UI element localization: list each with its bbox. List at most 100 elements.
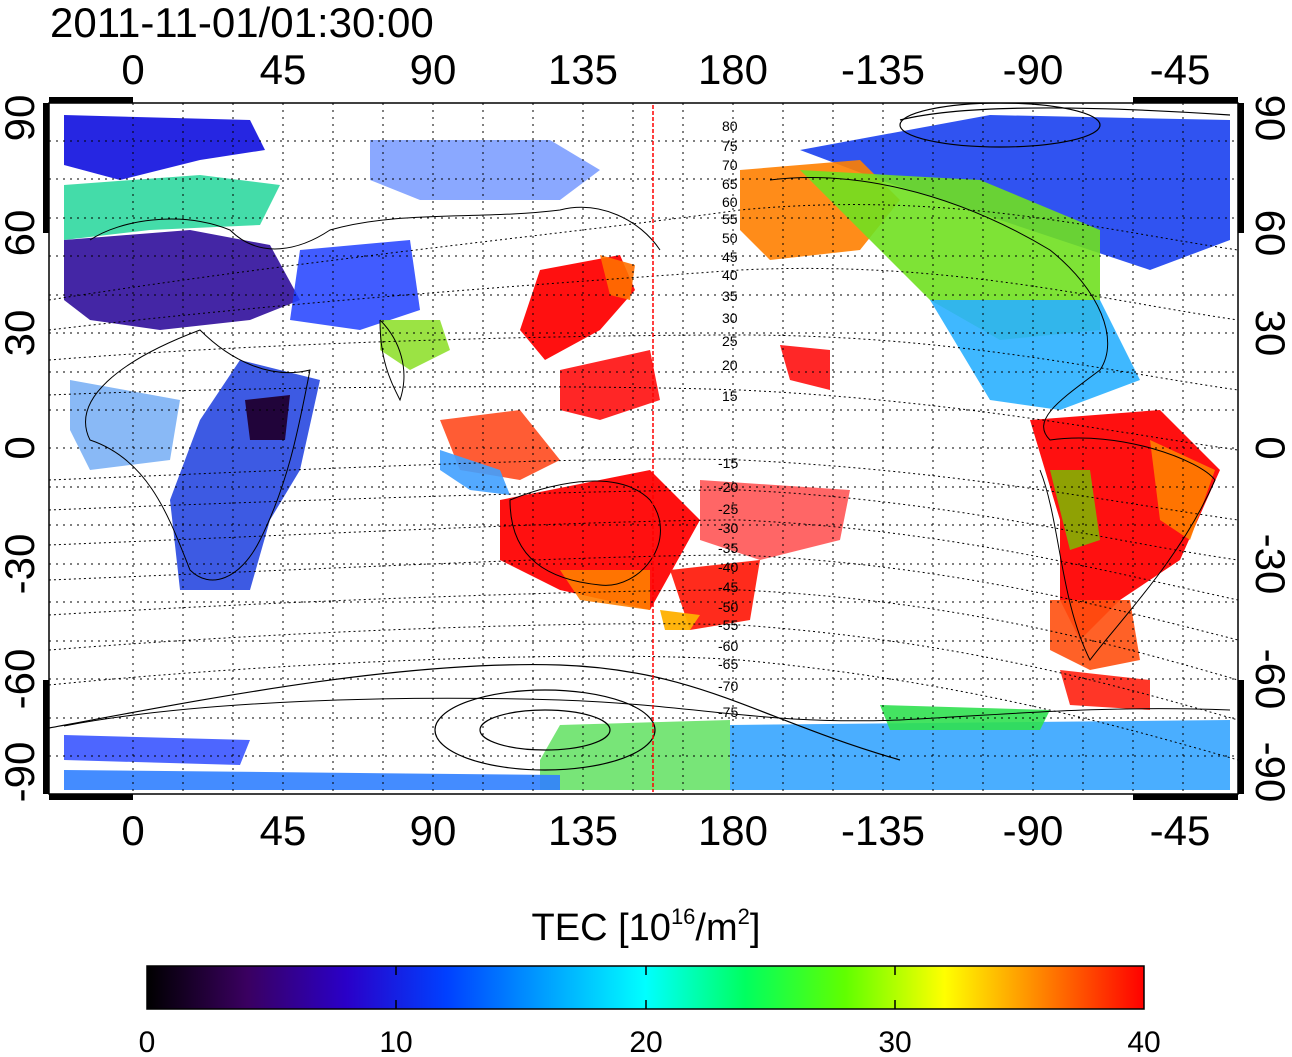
tec-region-nz-edge bbox=[660, 610, 700, 630]
top-tick-labels: 0 45 90 135 180 -135 -90 -45 bbox=[121, 46, 1210, 93]
contour-label: 70 bbox=[722, 157, 738, 173]
left-tick-label: -60 bbox=[0, 649, 43, 710]
tec-region-patagonia bbox=[1050, 600, 1140, 670]
coastlines bbox=[63, 177, 1231, 727]
right-tick-label: 90 bbox=[1247, 95, 1292, 142]
contour-label: 55 bbox=[722, 211, 738, 227]
bottom-tick-label: 135 bbox=[548, 807, 618, 854]
contour-label: -25 bbox=[718, 501, 738, 517]
left-tick-label: -90 bbox=[0, 742, 43, 803]
colorbar: 0 10 20 30 40 bbox=[139, 965, 1161, 1057]
bottom-tick-label: 180 bbox=[698, 807, 768, 854]
bottom-tick-label: 90 bbox=[410, 807, 457, 854]
contour-label: -55 bbox=[718, 617, 738, 633]
right-tick-label: -30 bbox=[1247, 534, 1292, 595]
bottom-tick-label: -45 bbox=[1150, 807, 1211, 854]
tec-region-india bbox=[380, 320, 450, 370]
tec-region-canada-band bbox=[800, 170, 1100, 340]
contour-label: -45 bbox=[718, 579, 738, 595]
contour-label: 35 bbox=[722, 288, 738, 304]
right-tick-label: -90 bbox=[1247, 742, 1292, 803]
contour-label: 30 bbox=[722, 310, 738, 326]
left-tick-label: 90 bbox=[0, 95, 43, 142]
tec-region-japan bbox=[520, 255, 635, 360]
bottom-tick-label: -90 bbox=[1003, 807, 1064, 854]
tec-data-layer bbox=[64, 115, 1230, 790]
top-tick-label: 180 bbox=[698, 46, 768, 93]
contour-label: -50 bbox=[718, 599, 738, 615]
colorbar-tick-label: 0 bbox=[139, 1026, 156, 1057]
tec-region-indonesia bbox=[440, 450, 510, 495]
colorbar-tick-label: 10 bbox=[379, 1026, 412, 1057]
right-tick-label: 60 bbox=[1247, 210, 1292, 257]
contour-label: -40 bbox=[718, 559, 738, 575]
contour-label: 75 bbox=[722, 138, 738, 154]
left-tick-label: 0 bbox=[0, 436, 43, 459]
colorbar-title-exponent-2: 2 bbox=[737, 904, 750, 929]
bottom-tick-labels: 0 45 90 135 180 -135 -90 -45 bbox=[121, 807, 1210, 854]
contour-label: -65 bbox=[718, 656, 738, 672]
tec-region-new-zealand bbox=[670, 560, 760, 630]
top-tick-label: 90 bbox=[410, 46, 457, 93]
tec-region-asia-north bbox=[370, 140, 600, 200]
contour-label: -70 bbox=[718, 678, 738, 694]
tec-region-africa-dark bbox=[245, 395, 290, 440]
right-tick-label: 0 bbox=[1247, 436, 1292, 459]
colorbar-title-exponent-1: 16 bbox=[670, 904, 696, 929]
tec-region-mideast bbox=[290, 240, 420, 330]
top-tick-label: 0 bbox=[121, 46, 144, 93]
tec-region-north-eurasia-band bbox=[64, 175, 280, 240]
tec-region-antarctic-green bbox=[880, 705, 1050, 730]
tec-region-pacific-nw bbox=[560, 350, 660, 420]
contour-label: -30 bbox=[718, 520, 738, 536]
contour-label: 65 bbox=[722, 176, 738, 192]
right-tick-label: 30 bbox=[1247, 310, 1292, 357]
colorbar-tick-label: 20 bbox=[629, 1026, 662, 1057]
tec-region-mexico bbox=[780, 345, 830, 390]
tec-region-antarctic-edge bbox=[64, 735, 250, 765]
colorbar-tick-label: 40 bbox=[1127, 1026, 1160, 1057]
axis-bars bbox=[43, 97, 1244, 800]
contour-label: -35 bbox=[718, 540, 738, 556]
contour-label: -60 bbox=[718, 638, 738, 654]
colorbar-title-mid: /m bbox=[695, 907, 738, 949]
top-tick-label: -90 bbox=[1003, 46, 1064, 93]
left-tick-label: 60 bbox=[0, 210, 43, 257]
tec-region-antarctica-east bbox=[730, 720, 1230, 790]
tec-region-antarctic-base bbox=[64, 770, 560, 790]
top-tick-label: 135 bbox=[548, 46, 618, 93]
tec-region-andes bbox=[1050, 470, 1100, 550]
right-tick-label: -60 bbox=[1247, 649, 1292, 710]
contour-label: 40 bbox=[722, 267, 738, 283]
graticule bbox=[49, 103, 1238, 794]
colorbar-ticks bbox=[395, 966, 896, 1009]
colorbar-tick-labels: 0 10 20 30 40 bbox=[139, 1026, 1161, 1057]
colorbar-title: TEC [1016/m2] bbox=[0, 906, 1292, 950]
left-tick-labels: 90 60 30 0 -30 -60 -90 bbox=[0, 95, 43, 803]
contour-label: -75 bbox=[718, 704, 738, 720]
bottom-tick-label: -135 bbox=[841, 807, 925, 854]
tec-region-north-eurasia-high bbox=[64, 115, 265, 180]
contour-label: 50 bbox=[722, 230, 738, 246]
contour-label: 15 bbox=[722, 388, 738, 404]
contour-label: 20 bbox=[722, 357, 738, 373]
contour-label: -15 bbox=[718, 455, 738, 471]
right-tick-labels: 90 60 30 0 -30 -60 -90 bbox=[1247, 95, 1292, 803]
map-timestamp-title: 2011-11-01/01:30:00 bbox=[50, 0, 434, 46]
tec-region-brazil-east bbox=[1150, 440, 1215, 540]
colorbar-tick-label: 30 bbox=[878, 1026, 911, 1057]
contour-label: -20 bbox=[718, 479, 738, 495]
left-tick-label: 30 bbox=[0, 310, 43, 357]
contour-labels: 80 75 70 65 60 55 50 45 40 35 30 25 20 1… bbox=[718, 118, 738, 720]
contour-label: 80 bbox=[722, 118, 738, 134]
contour-label: 60 bbox=[722, 194, 738, 210]
tec-region-south-atlantic bbox=[1060, 670, 1150, 710]
tec-region-japan-edge bbox=[600, 255, 635, 300]
tec-region-pacific-south bbox=[700, 480, 850, 560]
tec-world-map: 0 45 90 135 180 -135 -90 -45 0 45 90 135… bbox=[0, 46, 1292, 854]
bottom-tick-label: 45 bbox=[260, 807, 307, 854]
contour-label: 45 bbox=[722, 249, 738, 265]
tec-region-antarctica-west bbox=[540, 720, 730, 790]
top-tick-label: -135 bbox=[841, 46, 925, 93]
magnetic-contours bbox=[49, 204, 1238, 761]
